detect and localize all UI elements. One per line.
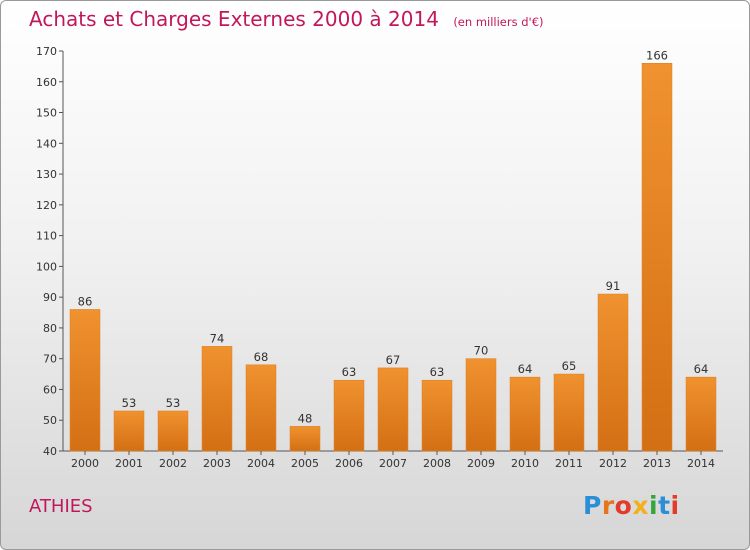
x-tick-label-2014: 2014: [687, 457, 715, 470]
x-tick-label-2005: 2005: [291, 457, 319, 470]
y-tick-label: 80: [43, 322, 57, 335]
logo-letter: r: [601, 491, 615, 520]
bar-2012: [597, 293, 629, 452]
value-label-2001: 53: [122, 396, 137, 410]
logo-letter: i: [670, 491, 680, 520]
bar-2007: [377, 367, 409, 452]
y-tick-label: 40: [43, 445, 57, 458]
bar-2001: [113, 410, 145, 452]
bar-2013: [641, 63, 673, 452]
y-tick-label: 70: [43, 353, 57, 366]
logo-letter: t: [658, 491, 671, 520]
x-tick-label-2001: 2001: [115, 457, 143, 470]
x-tick-label-2008: 2008: [423, 457, 451, 470]
value-label-2011: 65: [562, 359, 577, 373]
x-tick-label-2000: 2000: [71, 457, 99, 470]
x-tick-label-2012: 2012: [599, 457, 627, 470]
proxiti-logo: Proxiti: [583, 491, 680, 520]
logo-letter: x: [632, 491, 649, 520]
x-tick-label-2006: 2006: [335, 457, 363, 470]
value-label-2014: 64: [694, 362, 709, 376]
y-tick-label: 140: [36, 137, 57, 150]
value-label-2010: 64: [518, 362, 533, 376]
y-tick-label: 120: [36, 199, 57, 212]
y-tick-label: 130: [36, 168, 57, 181]
bar-2010: [509, 376, 541, 452]
bar-2004: [245, 364, 277, 452]
chart-title: Achats et Charges Externes 2000 à 2014 (…: [29, 7, 544, 31]
logo-letter: i: [649, 491, 659, 520]
bar-2005: [289, 426, 321, 452]
y-tick-label: 170: [36, 45, 57, 58]
bar-2006: [333, 379, 365, 452]
bar-2002: [157, 410, 189, 452]
x-tick-label-2003: 2003: [203, 457, 231, 470]
value-label-2013: 166: [646, 48, 668, 62]
value-label-2009: 70: [474, 344, 489, 358]
value-label-2002: 53: [166, 396, 181, 410]
y-tick-label: 160: [36, 76, 57, 89]
value-label-2008: 63: [430, 365, 445, 379]
y-tick-label: 100: [36, 260, 57, 273]
chart-title-text: Achats et Charges Externes 2000 à 2014: [29, 7, 439, 31]
y-tick-label: 110: [36, 230, 57, 243]
x-tick-label-2007: 2007: [379, 457, 407, 470]
x-tick-label-2009: 2009: [467, 457, 495, 470]
value-label-2005: 48: [298, 411, 313, 425]
x-tick-label-2010: 2010: [511, 457, 539, 470]
logo-letter: P: [583, 491, 602, 520]
bar-2000: [69, 309, 101, 452]
chart-subtitle: (en milliers d'€): [453, 15, 544, 29]
x-tick-label-2004: 2004: [247, 457, 275, 470]
y-tick-label: 90: [43, 291, 57, 304]
x-tick-label-2011: 2011: [555, 457, 583, 470]
bar-2003: [201, 346, 233, 452]
bar-2014: [685, 376, 717, 452]
value-label-2012: 91: [606, 279, 621, 293]
value-label-2006: 63: [342, 365, 357, 379]
bar-2008: [421, 379, 453, 452]
value-label-2000: 86: [78, 294, 93, 308]
y-tick-label: 50: [43, 414, 57, 427]
value-label-2007: 67: [386, 353, 401, 367]
city-name: ATHIES: [29, 496, 93, 517]
x-tick-label-2013: 2013: [643, 457, 671, 470]
x-tick-label-2002: 2002: [159, 457, 187, 470]
y-tick-label: 60: [43, 383, 57, 396]
value-label-2003: 74: [210, 331, 225, 345]
value-label-2004: 68: [254, 350, 269, 364]
y-tick-label: 150: [36, 107, 57, 120]
bar-2011: [553, 373, 585, 452]
bar-2009: [465, 358, 497, 452]
logo-letter: o: [614, 491, 633, 520]
